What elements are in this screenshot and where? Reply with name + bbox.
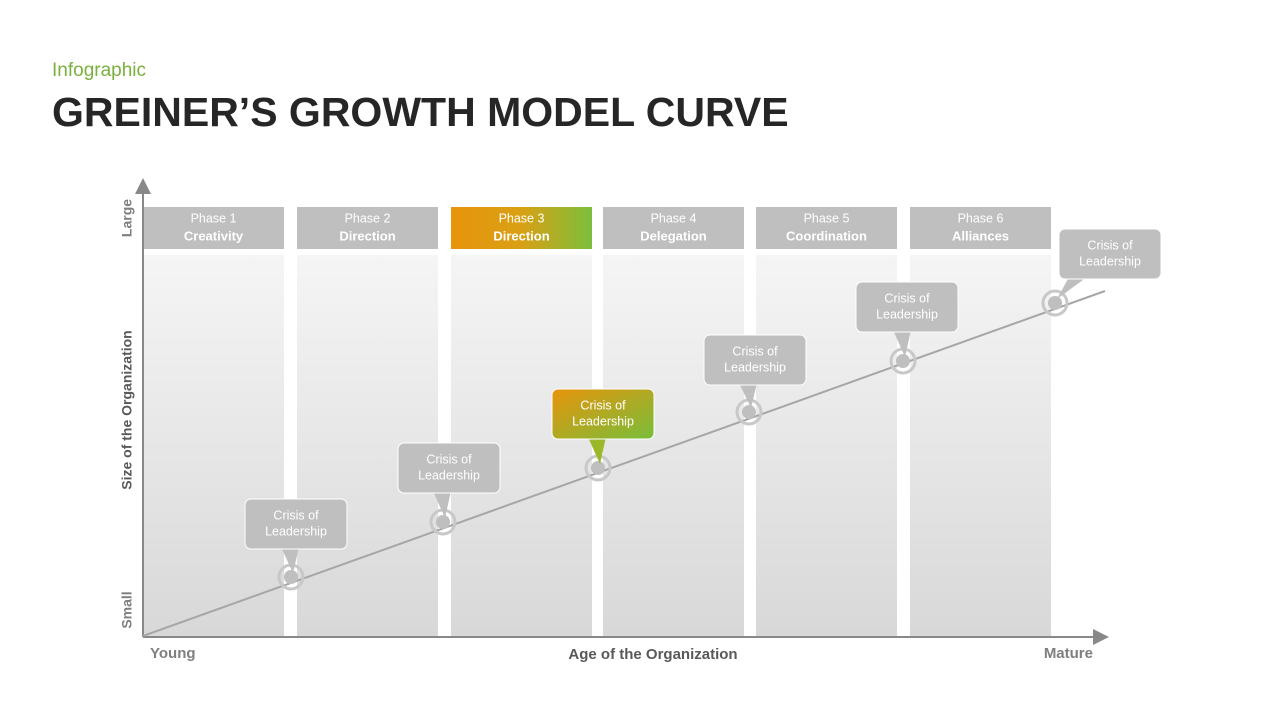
y-bottom-label: Small [119,591,135,628]
phase-header [451,207,592,249]
phase-header [143,207,284,249]
phase-name: Direction [339,228,395,243]
callout-box [1058,228,1162,280]
callout-text: Leadership [418,468,480,482]
marker-ring [1041,289,1069,317]
phase-name: Delegation [640,228,707,243]
x-axis-title: Age of the Organization [568,646,737,663]
callout-text: Crisis of [884,291,930,305]
phase-label: Phase 3 [499,211,545,225]
title: GREINER’S GROWTH MODEL CURVE [52,89,789,135]
callout-box [244,498,348,550]
x-left-label: Young [150,645,196,662]
marker-dot [896,354,910,368]
subtitle: Infographic [52,60,146,81]
callout-text: Crisis of [426,452,472,466]
marker-dot [742,405,756,419]
callout-tail [1057,277,1087,299]
phase-label: Phase 4 [651,211,697,225]
callout-tail [433,491,451,518]
callout-box [855,281,959,333]
phase-column [143,255,284,636]
phase-name: Creativity [184,228,244,243]
x-right-label: Mature [1044,645,1093,662]
y-top-label: Large [119,199,135,237]
callout-text: Crisis of [580,398,626,412]
callout-text: Leadership [724,360,786,374]
phase-label: Phase 6 [958,211,1004,225]
phase-label: Phase 5 [804,211,850,225]
phase-header [756,207,897,249]
callout-tail [739,383,757,408]
phase-label: Phase 1 [191,211,237,225]
callout-text: Leadership [265,524,327,538]
callout-box [703,334,807,386]
callout-text: Leadership [572,414,634,428]
phase-name: Alliances [952,228,1009,243]
callout-text: Crisis of [1087,238,1133,252]
marker-dot [1048,296,1062,310]
callout-tail [588,437,606,464]
callouts: Crisis of Leadership Crisis of Leadership Cr… [244,228,1162,591]
phase-name: Direction [493,228,549,243]
phase-header [603,207,744,249]
phase-name: Coordination [786,228,867,243]
callout-text: Crisis of [732,344,778,358]
callout-text: Leadership [1079,254,1141,268]
callout-tail [893,330,911,357]
callout-box [397,442,501,494]
marker-dot [591,461,605,475]
callout-tail [281,547,299,573]
marker-dot [284,570,298,584]
callout-box [551,388,655,440]
callout-text: Leadership [876,307,938,321]
phase-header [297,207,438,249]
callout-text: Crisis of [273,508,319,522]
phase-header [910,207,1051,249]
y-axis-title: Size of the Organization [119,330,135,489]
phase-label: Phase 2 [345,211,391,225]
marker-dot [436,515,450,529]
